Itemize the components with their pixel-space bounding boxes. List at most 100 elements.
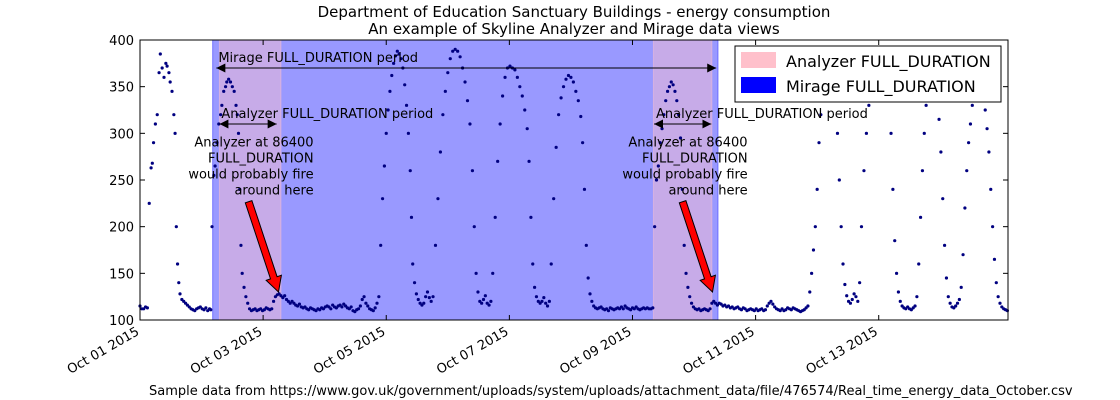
data-point (677, 113, 681, 117)
duration-arrow-label: Mirage FULL_DURATION period (218, 51, 418, 66)
x-tick-label: Oct 11 2015 (680, 324, 757, 377)
source-footnote: Sample data from https://www.gov.uk/gove… (149, 384, 1073, 399)
data-point (164, 61, 168, 65)
fire-annotation-label: Analyzer at 86400 FULL_DURATION would prob… (622, 136, 747, 199)
data-point (157, 71, 161, 75)
data-point (403, 83, 407, 87)
data-point (680, 187, 684, 191)
data-point (531, 262, 535, 266)
data-point (388, 89, 392, 93)
data-point (172, 113, 176, 117)
data-point (1005, 309, 1009, 313)
data-point (942, 243, 947, 247)
data-point (656, 164, 660, 168)
data-point (153, 122, 157, 126)
data-point (431, 295, 435, 299)
data-point (569, 75, 573, 79)
data-point (564, 77, 568, 81)
data-point (404, 103, 409, 107)
data-point (571, 80, 575, 84)
data-point (416, 297, 420, 302)
data-point (708, 307, 712, 311)
data-point (518, 85, 522, 89)
legend-label-analyzer: Analyzer FULL_DURATION (786, 52, 991, 72)
data-point (234, 103, 238, 107)
data-point (854, 295, 858, 299)
chart-title: Department of Education Sanctuary Buildi… (318, 3, 831, 21)
data-point (561, 85, 566, 89)
data-point (373, 306, 377, 310)
data-point (545, 304, 550, 308)
data-point (654, 178, 659, 182)
data-point (819, 113, 823, 117)
data-point (170, 89, 174, 93)
data-point (412, 281, 417, 285)
data-point (424, 295, 428, 299)
data-point (240, 271, 244, 275)
y-tick-label: 300 (109, 127, 134, 142)
data-point (893, 239, 897, 243)
mirage-region (212, 39, 719, 321)
data-point (765, 304, 769, 308)
duration-arrow-label: Analyzer FULL_DURATION period (221, 107, 433, 122)
data-point (409, 215, 414, 219)
data-point (438, 150, 443, 154)
data-point (579, 114, 583, 119)
data-point (924, 103, 928, 107)
data-point (544, 301, 548, 305)
data-point (422, 301, 426, 305)
data-point (178, 292, 182, 296)
data-point (554, 145, 558, 149)
data-point (515, 75, 519, 79)
data-point (937, 117, 941, 121)
shaded-regions (212, 39, 719, 321)
y-tick-label: 200 (109, 221, 134, 236)
data-point (271, 299, 276, 303)
data-point (151, 141, 156, 145)
data-point (533, 285, 537, 289)
data-point (145, 306, 149, 310)
data-point (559, 96, 563, 100)
data-point (147, 201, 151, 205)
data-point (174, 225, 178, 229)
data-point (839, 225, 843, 229)
legend-swatch-analyzer (741, 52, 776, 68)
data-point (552, 197, 556, 201)
data-point (841, 262, 845, 266)
x-tick-label: Oct 03 2015 (188, 324, 265, 377)
data-point (813, 225, 817, 229)
red-arrow (244, 199, 283, 294)
data-point (493, 215, 497, 219)
data-point (985, 127, 989, 131)
data-point (448, 57, 452, 61)
data-point (362, 295, 366, 299)
data-point (576, 99, 580, 103)
data-point (896, 290, 901, 294)
data-point (474, 271, 478, 275)
data-point (898, 299, 902, 303)
data-point (167, 71, 171, 75)
data-point (395, 49, 399, 53)
data-point (520, 94, 524, 98)
data-point (917, 262, 921, 266)
data-point (835, 131, 840, 135)
data-point (967, 141, 971, 145)
data-point (959, 285, 963, 289)
data-point (456, 49, 460, 53)
data-point (427, 296, 431, 300)
data-point (358, 304, 362, 308)
data-point (210, 225, 214, 229)
y-axis: 100 150 200 250 300 350 400 (109, 34, 1008, 329)
data-point (283, 294, 287, 298)
data-point (377, 295, 381, 299)
data-point (222, 89, 226, 93)
data-point (476, 290, 480, 294)
data-point (673, 89, 677, 93)
data-point (399, 57, 403, 61)
data-point (989, 187, 993, 191)
data-point (540, 299, 544, 303)
data-point (996, 295, 1000, 299)
data-point (889, 131, 893, 135)
data-point (366, 304, 370, 308)
